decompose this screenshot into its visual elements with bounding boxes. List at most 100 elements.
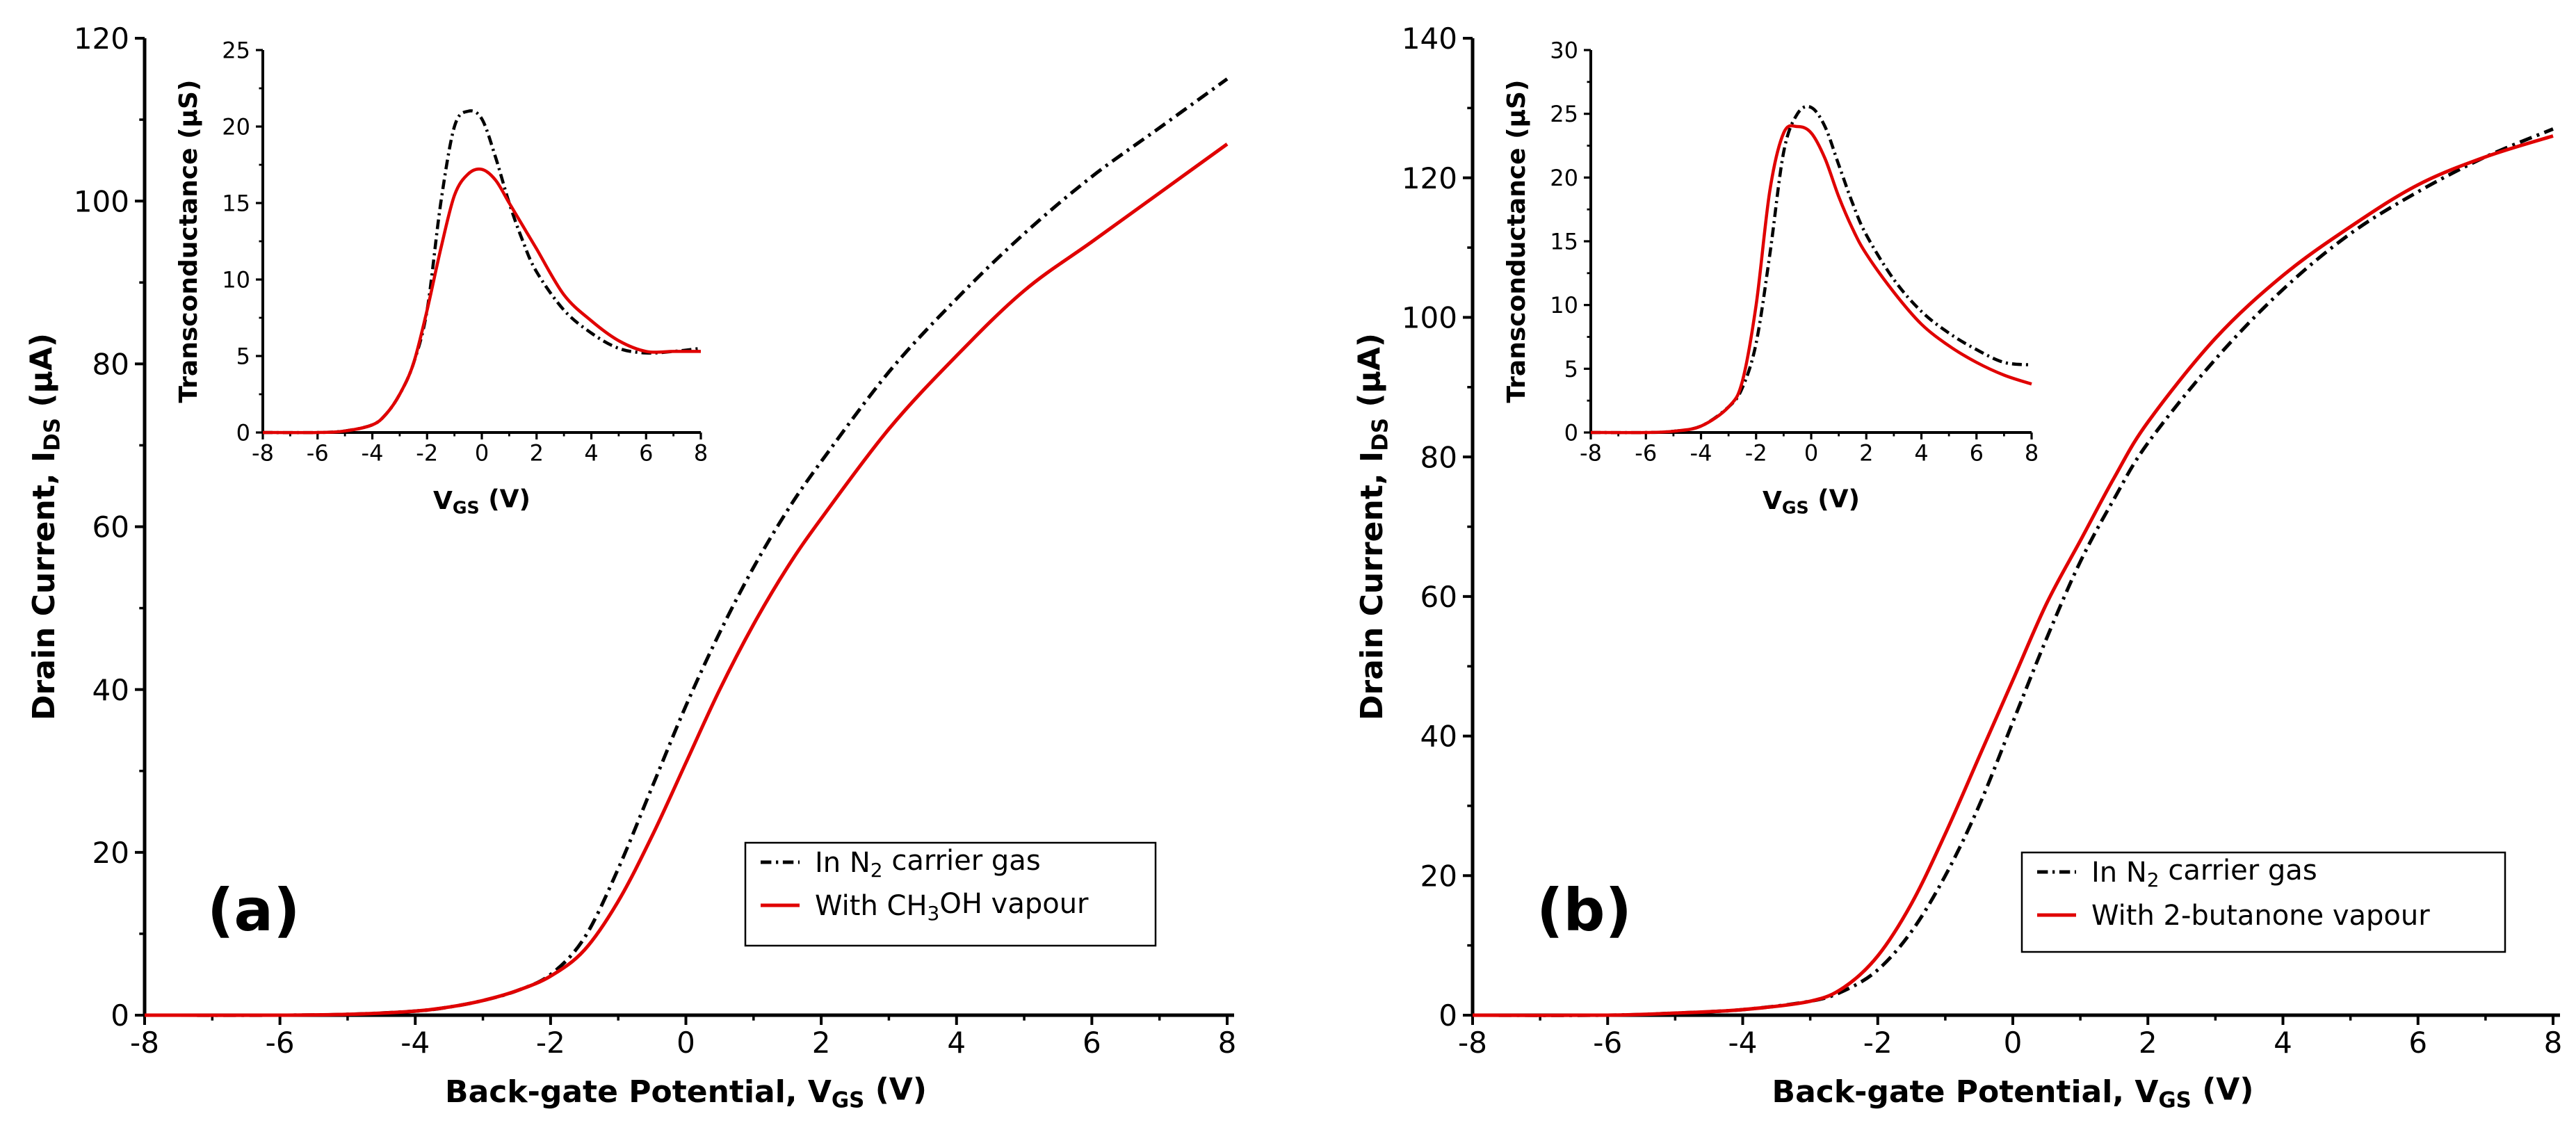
inset-x-axis-label: VGS (V) — [433, 485, 530, 517]
legend-entry-suffix: carrier gas — [883, 845, 1041, 877]
x-axis-label: Back-gate Potential, VGS (V) — [1772, 1072, 2254, 1113]
main-y-tick-label: 60 — [1420, 580, 1457, 614]
main-x-tick-label: -8 — [130, 1026, 159, 1060]
inset-x-axis-label-sub: GS — [1782, 497, 1809, 517]
inset-x-tick-label: 0 — [475, 439, 489, 466]
inset-x-tick-label: -2 — [416, 439, 438, 466]
inset-x-tick-label: 4 — [1914, 439, 1928, 466]
main-y-tick-label: 40 — [92, 673, 129, 707]
y-axis-label-suffix: (μA) — [24, 333, 60, 418]
main-y-tick-label: 80 — [92, 347, 129, 381]
main-x-tick-label: -4 — [1728, 1026, 1758, 1060]
legend-box — [2020, 851, 2506, 953]
main-x-tick-label: 6 — [1083, 1026, 1101, 1060]
main-x-tick-label: -2 — [1863, 1026, 1893, 1060]
legend-box — [744, 841, 1157, 947]
inset-x-tick-label: 8 — [2025, 439, 2039, 466]
main-y-tick-label: 0 — [1439, 998, 1457, 1033]
inset-chart: -8 -6 -4 -2 0 2 4 6 8 0 5 10 15 20 25 VGS (V) Transcondu… — [175, 38, 708, 518]
main-x-tick-label: -6 — [266, 1026, 295, 1060]
inset-chart: -8 -6 -4 -2 0 2 4 6 8 0 5 10 15 20 25 30 VGS (V) Transcon… — [1502, 38, 2039, 518]
main-y-tick-label: 20 — [1420, 859, 1457, 893]
inset-x-tick-label: -6 — [1635, 439, 1657, 466]
legend-entry-main: In N — [2091, 857, 2147, 889]
inset-y-tick-label: 10 — [222, 267, 250, 293]
x-axis-label-sub: GS — [832, 1088, 864, 1113]
legend-entry-sub: 3 — [927, 902, 940, 925]
inset-x-axis-label-main: V — [433, 487, 453, 515]
legend-entry-main: With 2-butanone vapour — [2091, 900, 2430, 932]
y-axis-label-suffix: (μA) — [1352, 333, 1388, 418]
x-axis-label-main: Back-gate Potential, V — [1772, 1074, 2159, 1110]
inset-x-tick-label: 2 — [1859, 439, 1873, 466]
main-y-tick-label: 100 — [74, 184, 129, 218]
series-line-vapour — [1472, 134, 2554, 1017]
main-x-tick-label: -2 — [536, 1026, 565, 1060]
main-y-tick-label: 40 — [1420, 720, 1457, 754]
main-x-tick-label: -8 — [1458, 1026, 1487, 1060]
main-x-tick-label: 2 — [812, 1026, 831, 1060]
inset-x-tick-label: -6 — [307, 439, 329, 466]
inset-x-axis-label-main: V — [1763, 487, 1782, 515]
inset-x-tick-label: -4 — [362, 439, 384, 466]
inset-series-line-n2 — [262, 109, 702, 435]
y-axis-label: Drain Current, IDS (μA) — [1352, 333, 1393, 720]
y-axis-label: Drain Current, IDS (μA) — [24, 333, 65, 720]
legend-entry: With CH3OH vapour — [815, 888, 1089, 925]
inset-y-tick-label: 25 — [222, 38, 250, 64]
y-axis-label-sub: DS — [1368, 418, 1393, 451]
x-axis-label: Back-gate Potential, VGS (V) — [445, 1072, 927, 1113]
main-x-tick-label: -4 — [400, 1026, 430, 1060]
main-x-tick-label: 6 — [2408, 1026, 2427, 1060]
inset-series-line-n2 — [1590, 104, 2032, 435]
main-y-tick-label: 60 — [92, 510, 129, 544]
inset-y-tick-label: 20 — [1550, 165, 1578, 191]
inset-x-tick-label: -2 — [1745, 439, 1767, 466]
inset-y-tick-label: 25 — [1550, 101, 1578, 127]
main-x-tick-label: 0 — [2004, 1026, 2023, 1060]
legend-entry: In N2 carrier gas — [815, 845, 1041, 882]
inset-x-tick-label: -4 — [1690, 439, 1712, 466]
main-x-tick-label: 8 — [2544, 1026, 2563, 1060]
inset-series-line-vapour — [262, 167, 701, 435]
y-axis-label-main: Drain Current, I — [1354, 451, 1390, 720]
main-y-tick-label: 120 — [1402, 161, 1457, 195]
x-axis-label-main: Back-gate Potential, V — [445, 1074, 832, 1110]
main-x-tick-label: 2 — [2139, 1026, 2157, 1060]
inset-y-tick-label: 30 — [1550, 38, 1578, 64]
main-y-tick-label: 120 — [74, 22, 129, 56]
inset-y-tick-label: 10 — [1550, 292, 1578, 318]
main-y-tick-label: 80 — [1420, 440, 1457, 474]
legend-entry-sub: 2 — [870, 859, 883, 882]
main-x-tick-label: 4 — [2274, 1026, 2292, 1060]
inset-y-axis-label: Transconductance (μS) — [175, 80, 203, 403]
panel-label: (b) — [1537, 876, 1632, 944]
y-axis-label-sub: DS — [40, 418, 65, 451]
x-axis-label-sub: GS — [2158, 1088, 2191, 1113]
x-axis-label-suffix: (V) — [2192, 1072, 2254, 1108]
inset-y-tick-label: 5 — [236, 343, 250, 370]
inset-series-line-vapour — [1590, 124, 2032, 435]
inset-x-tick-label: -8 — [1580, 439, 1602, 466]
inset-y-tick-label: 15 — [222, 191, 250, 217]
legend-entry-sub: 2 — [2147, 868, 2160, 891]
main-y-tick-label: 140 — [1402, 22, 1457, 56]
main-x-tick-label: 8 — [1218, 1026, 1237, 1060]
series-line-n2 — [144, 77, 1229, 1017]
legend-entry-suffix: OH vapour — [939, 888, 1089, 920]
inset-x-axis-label-suffix: (V) — [1809, 485, 1860, 513]
series-line-vapour — [144, 143, 1229, 1017]
legend-entry: In N2 carrier gas — [2091, 855, 2317, 891]
inset-x-axis-label-sub: GS — [453, 497, 480, 517]
main-x-tick-label: 4 — [947, 1026, 966, 1060]
main-x-tick-label: -6 — [1593, 1026, 1622, 1060]
inset-x-tick-label: 0 — [1804, 439, 1818, 466]
main-y-tick-label: 0 — [111, 998, 129, 1033]
inset-y-axis-label: Transconductance (μS) — [1502, 80, 1531, 403]
inset-x-tick-label: 6 — [639, 439, 653, 466]
legend-entry: With 2-butanone vapour — [2091, 900, 2430, 932]
inset-x-tick-label: 2 — [530, 439, 544, 466]
legend-entry-main: In N — [815, 847, 870, 879]
